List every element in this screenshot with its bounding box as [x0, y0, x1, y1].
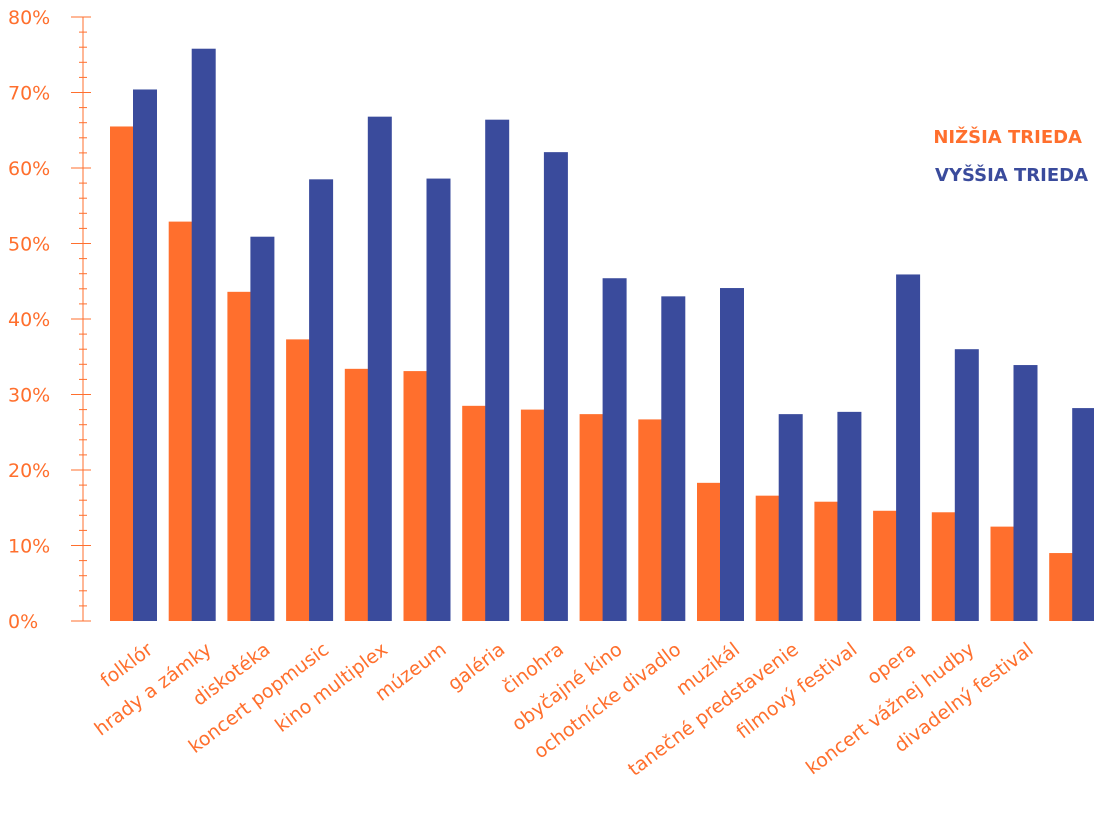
- bar-upper-class: [1013, 365, 1038, 621]
- bar-upper-class: [543, 152, 568, 621]
- bar-lower-class: [227, 291, 252, 621]
- bar-lower-class: [110, 126, 134, 621]
- legend-upper-class: VYŠŠIA TRIEDA: [935, 164, 1088, 186]
- bar-lower-class: [520, 409, 545, 621]
- bar-upper-class: [250, 236, 275, 621]
- legend: NIŽŠIA TRIEDA VYŠŠIA TRIEDA: [933, 126, 1088, 186]
- bar-lower-class: [931, 512, 956, 621]
- y-tick-label: 80%: [8, 7, 50, 29]
- bar-lower-class: [814, 501, 839, 621]
- bar-lower-class: [403, 371, 428, 621]
- y-axis: 0% 10% 20% 30% 40% 50% 60% 70% 80%: [8, 7, 91, 633]
- bar-upper-class: [426, 178, 451, 621]
- bar-lower-class: [873, 510, 898, 621]
- y-tick-label: 40%: [8, 309, 50, 331]
- bar-upper-class: [661, 296, 686, 621]
- bar-upper-class: [954, 349, 979, 621]
- bar-lower-class: [579, 414, 604, 621]
- bar-lower-class: [344, 368, 369, 621]
- bars: [110, 48, 1094, 622]
- y-tick-label: 30%: [8, 385, 50, 407]
- bar-lower-class: [755, 495, 780, 621]
- category-label: galéria: [444, 638, 509, 695]
- y-tick-label: 20%: [8, 460, 50, 482]
- bar-lower-class: [638, 419, 663, 621]
- bar-upper-class: [485, 119, 510, 622]
- y-tick-label: 70%: [8, 83, 50, 105]
- y-tick-label: 50%: [8, 234, 50, 256]
- bar-upper-class: [720, 288, 744, 621]
- bar-upper-class: [191, 48, 216, 621]
- bar-upper-class: [896, 274, 921, 621]
- legend-lower-class: NIŽŠIA TRIEDA: [933, 126, 1082, 148]
- bar-lower-class: [286, 339, 311, 621]
- bar-upper-class: [367, 116, 392, 621]
- bar-lower-class: [990, 526, 1015, 621]
- bar-upper-class: [778, 414, 803, 621]
- bar-upper-class: [1072, 408, 1094, 621]
- y-tick-label: 60%: [8, 158, 50, 180]
- bar-upper-class: [837, 411, 862, 621]
- y-tick-label: 10%: [8, 536, 50, 558]
- bar-lower-class: [1049, 553, 1074, 621]
- y-tick-label: 0%: [8, 611, 38, 633]
- bar-lower-class: [697, 482, 721, 621]
- bar-lower-class: [462, 405, 487, 621]
- bar-upper-class: [309, 179, 334, 621]
- bar-upper-class: [133, 89, 157, 622]
- bar-upper-class: [602, 278, 627, 621]
- bar-lower-class: [168, 221, 193, 622]
